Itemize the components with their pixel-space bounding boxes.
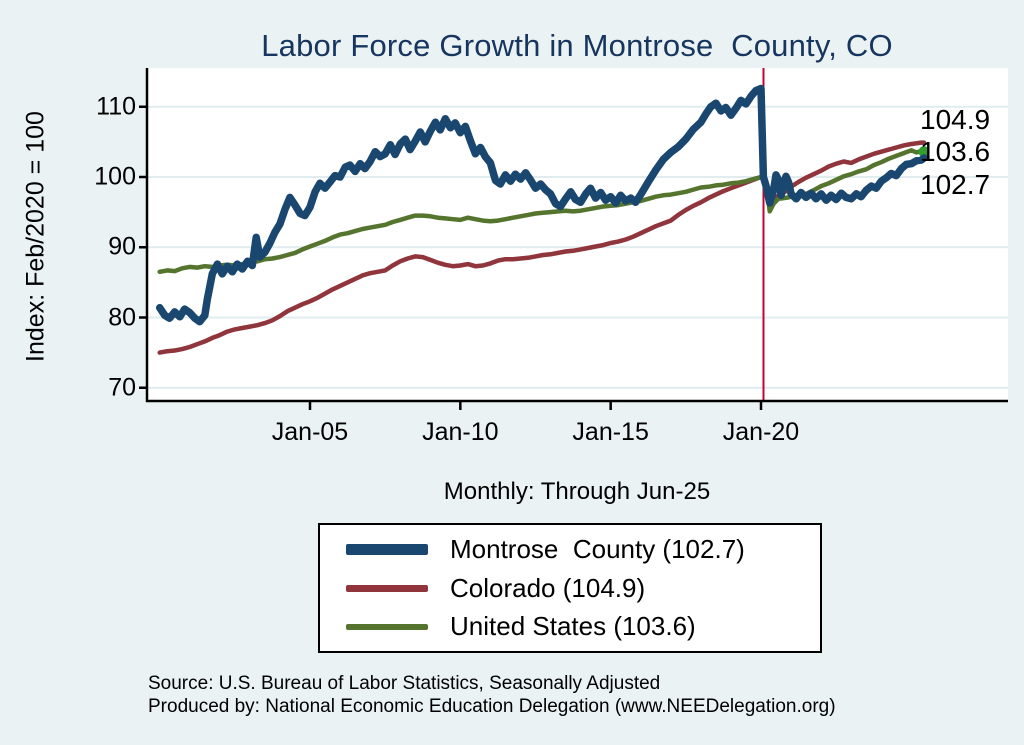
x-tick-label-Jan-20: Jan-20: [722, 418, 800, 446]
legend-swatch-icon: [346, 544, 428, 555]
footer: Source: U.S. Bureau of Labor Statistics,…: [148, 672, 836, 718]
series-end-marker-united-states: [918, 146, 930, 158]
legend-swatch-icon: [346, 584, 428, 592]
chart-title: Labor Force Growth in Montrose County, C…: [261, 28, 893, 63]
footer-producer-line: Produced by: National Economic Education…: [148, 696, 836, 717]
series-line-colorado: [157, 140, 927, 355]
y-tick-label-100: 100: [94, 162, 136, 191]
x-tick-label-Jan-05: Jan-05: [271, 418, 349, 446]
end-value-label-103.6: 103.6: [920, 136, 991, 167]
legend-label: Montrose County (102.7): [450, 534, 745, 564]
footer-source-line: Source: U.S. Bureau of Labor Statistics,…: [148, 673, 661, 694]
legend-box: Montrose County (102.7) Colorado (104.9) U…: [318, 523, 822, 653]
y-tick-label-90: 90: [108, 232, 136, 261]
x-axis-title: Monthly: Through Jun-25: [443, 478, 711, 505]
y-tick-label-80: 80: [108, 303, 136, 331]
x-tick-label-Jan-15: Jan-15: [572, 418, 649, 446]
end-value-label-102.7: 102.7: [920, 169, 991, 200]
legend-swatch-icon: [346, 623, 428, 630]
legend-item-colorado: Colorado (104.9): [320, 570, 820, 606]
y-tick-label-110: 110: [96, 92, 136, 121]
legend-label: Colorado (104.9): [450, 572, 646, 603]
y-tick-label-70: 70: [108, 373, 136, 402]
legend-label: United States (103.6): [450, 611, 696, 641]
legend-item-montrose-county: Montrose County (102.7): [320, 532, 820, 568]
end-value-label-104.9: 104.9: [920, 104, 991, 135]
series-line-montrose-county: [155, 84, 928, 326]
legend-item-united-states: United States (103.6): [320, 609, 820, 645]
plot-area: [147, 68, 1008, 401]
x-tick-label-Jan-10: Jan-10: [422, 418, 499, 446]
